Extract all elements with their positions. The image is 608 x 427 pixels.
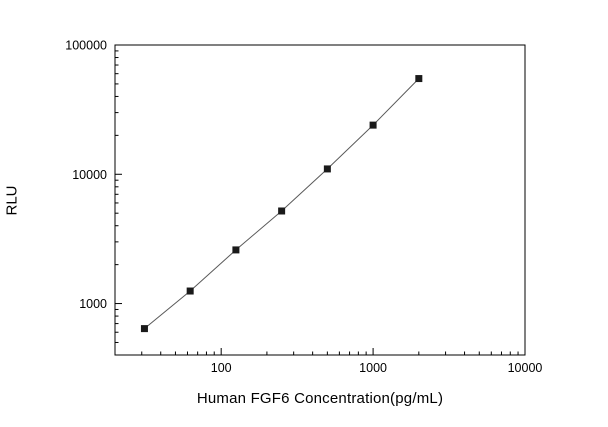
data-point-marker bbox=[186, 287, 194, 295]
x-tick-label: 1000 bbox=[359, 361, 387, 375]
data-point-marker bbox=[140, 325, 148, 333]
data-point-marker bbox=[369, 121, 377, 129]
data-point-marker bbox=[278, 207, 286, 215]
data-point-marker bbox=[232, 246, 240, 254]
data-point-marker bbox=[323, 165, 331, 173]
data-point-marker bbox=[415, 75, 423, 83]
y-tick-label: 10000 bbox=[72, 168, 107, 182]
plot-frame bbox=[114, 44, 526, 356]
y-tick-label: 1000 bbox=[79, 297, 107, 311]
x-tick-label: 100 bbox=[211, 361, 232, 375]
x-tick-label: 10000 bbox=[508, 361, 543, 375]
y-tick-label: 100000 bbox=[65, 39, 107, 53]
x-axis-label: Human FGF6 Concentration(pg/mL) bbox=[196, 390, 444, 407]
series-line bbox=[144, 78, 420, 329]
y-axis-label: RLU bbox=[3, 185, 21, 216]
